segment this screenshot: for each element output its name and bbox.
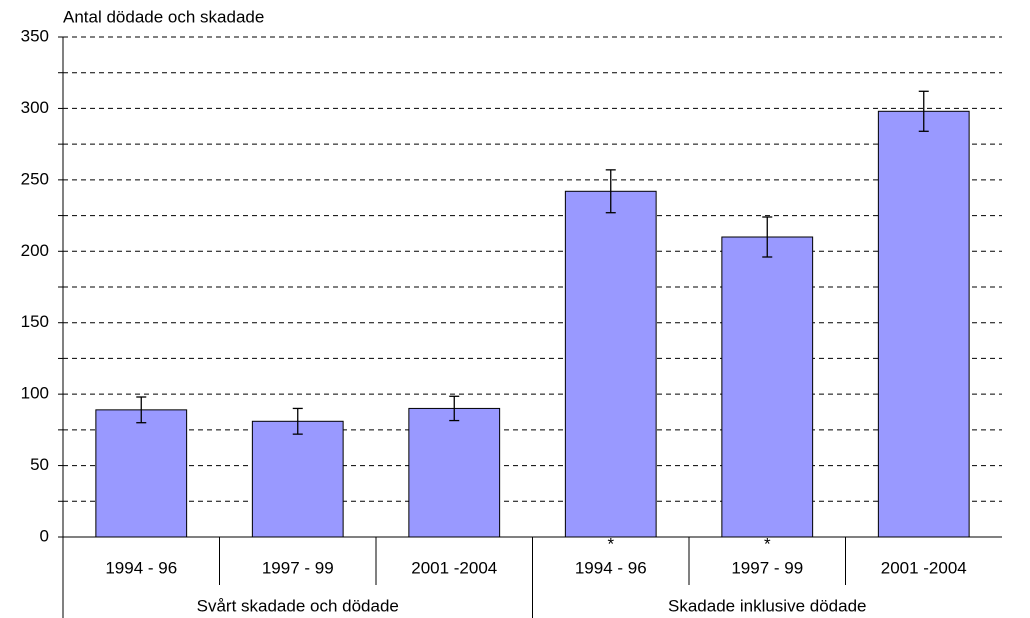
x-tick-label: 1994 - 96 xyxy=(575,558,647,577)
error-bar xyxy=(762,216,773,258)
error-bar xyxy=(292,407,303,435)
x-tick-label: 1997 - 99 xyxy=(262,558,334,577)
y-tick-label: 300 xyxy=(21,98,49,117)
group-label: Skadade inklusive dödade xyxy=(668,596,866,615)
y-tick-label: 350 xyxy=(21,26,49,45)
bar xyxy=(251,420,344,538)
x-tick-label: 2001 -2004 xyxy=(411,558,497,577)
y-tick-label: 150 xyxy=(21,312,49,331)
bar xyxy=(408,407,501,538)
x-tick-label: 1994 - 96 xyxy=(105,558,177,577)
y-tick-label: 250 xyxy=(21,169,49,188)
y-tick-label: 0 xyxy=(40,526,49,545)
bar xyxy=(95,409,188,538)
y-tick-label: 100 xyxy=(21,384,49,403)
category-note: * xyxy=(764,534,771,553)
group-label: Svårt skadade och dödade xyxy=(197,596,399,615)
bar xyxy=(721,236,814,538)
y-axis-title: Antal dödade och skadade xyxy=(63,7,264,26)
error-bar xyxy=(918,90,929,132)
y-tick-label: 50 xyxy=(30,455,49,474)
error-bar xyxy=(449,395,460,422)
bar xyxy=(564,190,657,538)
bar xyxy=(877,110,970,538)
x-tick-label: 1997 - 99 xyxy=(731,558,803,577)
error-bar xyxy=(136,396,147,424)
category-note: * xyxy=(607,534,614,553)
error-bar xyxy=(605,169,616,214)
y-tick-label: 200 xyxy=(21,241,49,260)
x-tick-label: 2001 -2004 xyxy=(881,558,967,577)
